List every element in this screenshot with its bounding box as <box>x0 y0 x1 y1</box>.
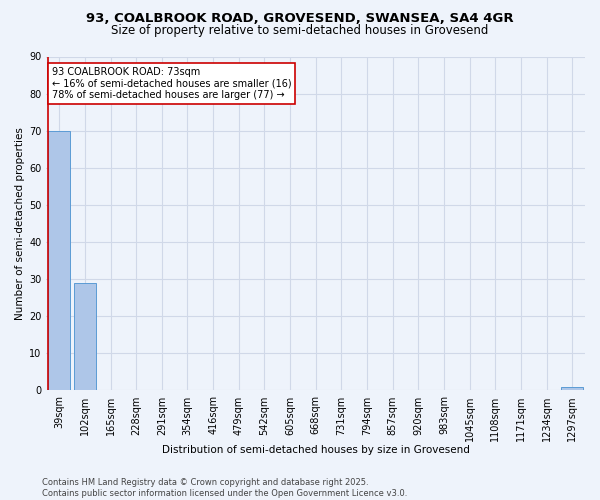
Bar <box>49 130 70 390</box>
Bar <box>561 387 583 390</box>
Text: 93 COALBROOK ROAD: 73sqm
← 16% of semi-detached houses are smaller (16)
78% of s: 93 COALBROOK ROAD: 73sqm ← 16% of semi-d… <box>52 66 292 100</box>
X-axis label: Distribution of semi-detached houses by size in Grovesend: Distribution of semi-detached houses by … <box>162 445 470 455</box>
Y-axis label: Number of semi-detached properties: Number of semi-detached properties <box>15 127 25 320</box>
Bar <box>74 283 96 391</box>
Text: Contains HM Land Registry data © Crown copyright and database right 2025.
Contai: Contains HM Land Registry data © Crown c… <box>42 478 407 498</box>
Text: Size of property relative to semi-detached houses in Grovesend: Size of property relative to semi-detach… <box>112 24 488 37</box>
Text: 93, COALBROOK ROAD, GROVESEND, SWANSEA, SA4 4GR: 93, COALBROOK ROAD, GROVESEND, SWANSEA, … <box>86 12 514 26</box>
